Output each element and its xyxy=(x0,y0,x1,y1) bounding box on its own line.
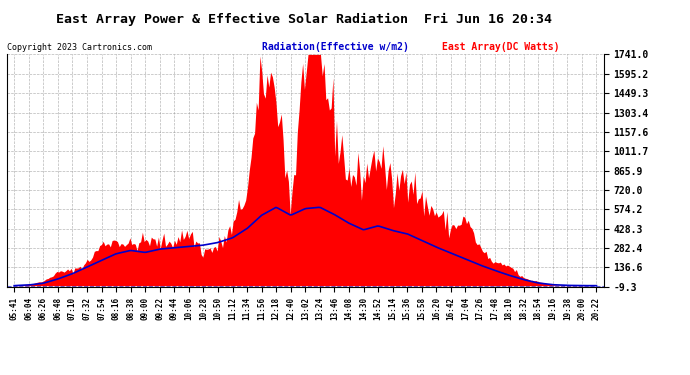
Text: Copyright 2023 Cartronics.com: Copyright 2023 Cartronics.com xyxy=(7,44,152,52)
Text: Radiation(Effective w/m2): Radiation(Effective w/m2) xyxy=(262,42,409,52)
Text: East Array Power & Effective Solar Radiation  Fri Jun 16 20:34: East Array Power & Effective Solar Radia… xyxy=(56,13,551,26)
Text: East Array(DC Watts): East Array(DC Watts) xyxy=(442,42,559,52)
